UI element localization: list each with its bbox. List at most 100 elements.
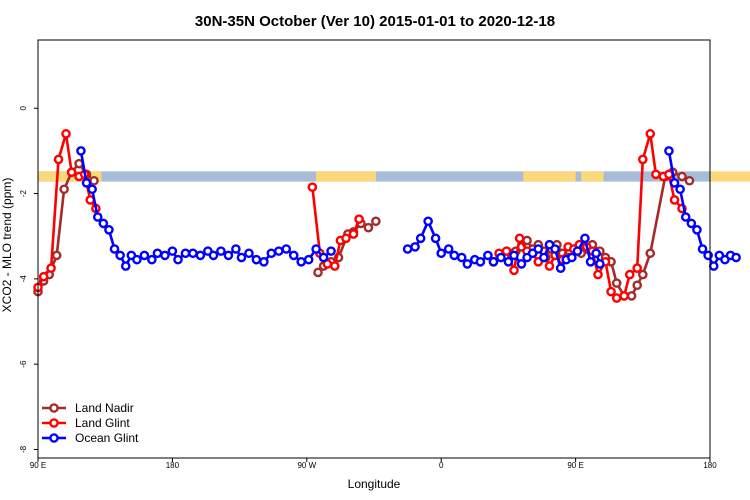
data-point — [92, 212, 103, 222]
data-point — [307, 182, 318, 192]
data-point — [208, 250, 219, 261]
land-band-segment — [710, 171, 750, 182]
data-point — [266, 248, 277, 259]
data-point — [38, 271, 49, 282]
data-point — [139, 250, 150, 261]
data-point — [303, 254, 314, 265]
data-point — [509, 250, 519, 261]
data-point — [503, 256, 514, 267]
land-band-segment — [523, 171, 576, 182]
legend-item: Ocean Glint — [42, 431, 139, 445]
y-tick-label: -8 — [19, 445, 28, 453]
data-point — [341, 233, 351, 244]
data-point — [115, 250, 125, 261]
data-point — [371, 216, 381, 227]
x-tick-label: 90 W — [297, 461, 316, 470]
legend-marker — [49, 433, 59, 443]
data-point — [53, 154, 64, 165]
data-point — [160, 250, 170, 261]
data-point — [462, 259, 473, 269]
data-point — [216, 246, 226, 256]
x-tick-label: 90 E — [30, 461, 46, 470]
data-point — [236, 252, 247, 263]
data-point — [488, 256, 499, 267]
data-point — [680, 212, 691, 222]
legend-item: Land Nadir — [42, 401, 134, 415]
data-point — [533, 244, 544, 254]
data-point — [259, 256, 269, 267]
data-point — [313, 267, 323, 278]
series-line — [492, 133, 683, 300]
legend-label: Land Glint — [75, 416, 130, 430]
data-point — [645, 129, 656, 139]
data-point — [46, 263, 56, 273]
data-point — [692, 225, 702, 235]
legend-marker — [49, 418, 59, 428]
data-point — [251, 254, 262, 265]
data-point — [402, 244, 413, 254]
data-point — [585, 256, 596, 267]
y-tick-label: 0 — [19, 105, 28, 110]
data-point — [326, 246, 336, 256]
y-tick-label: -6 — [19, 360, 28, 368]
x-axis-label: Longitude — [348, 477, 401, 491]
data-point — [626, 291, 637, 301]
data-point — [281, 244, 292, 254]
data-point — [443, 244, 454, 254]
data-point — [363, 222, 374, 233]
data-point — [669, 178, 680, 188]
data-point — [572, 246, 583, 256]
data-point — [632, 263, 643, 273]
data-point — [708, 261, 719, 271]
data-point — [167, 246, 178, 256]
x-axis: 90 E 180 90 W 0 90 E 180 — [30, 458, 717, 470]
y-axis: 0 -2 -4 -6 -8 — [19, 105, 38, 453]
data-point — [188, 248, 198, 259]
data-point — [104, 225, 114, 235]
data-point — [606, 286, 616, 297]
data-point — [619, 291, 629, 301]
x-tick-label: 180 — [703, 461, 717, 470]
data-point — [522, 235, 532, 246]
data-point — [516, 259, 527, 269]
data-point — [677, 171, 687, 182]
legend-label: Land Nadir — [75, 401, 134, 415]
data-point — [180, 248, 191, 259]
data-point — [611, 278, 622, 288]
data-point — [593, 269, 603, 280]
data-point — [89, 175, 99, 186]
data-point — [415, 233, 426, 244]
data-point — [244, 248, 254, 259]
data-point — [675, 184, 685, 195]
data-point — [638, 269, 648, 280]
data-point — [514, 233, 525, 244]
data-point — [611, 293, 622, 303]
data-point — [703, 250, 713, 261]
data-point — [544, 261, 555, 271]
data-point — [638, 154, 648, 165]
legend-item: Land Glint — [42, 416, 130, 430]
data-point — [697, 244, 708, 254]
y-tick-label: -2 — [19, 189, 28, 197]
data-point — [231, 244, 241, 254]
data-point — [348, 229, 359, 239]
data-point — [555, 263, 566, 273]
data-point — [109, 244, 120, 254]
data-point — [354, 214, 364, 224]
data-point — [329, 261, 340, 271]
data-point — [66, 167, 77, 178]
data-point — [501, 246, 512, 256]
data-point — [98, 218, 109, 229]
data-point — [147, 254, 157, 265]
data-point — [173, 254, 183, 265]
data-point — [87, 184, 97, 195]
data-point — [483, 250, 493, 261]
series-layer — [33, 129, 741, 303]
data-point — [423, 216, 433, 227]
data-point — [664, 146, 674, 156]
data-point — [152, 248, 163, 259]
data-point — [475, 256, 486, 267]
data-point — [132, 254, 142, 265]
data-point — [686, 218, 697, 229]
